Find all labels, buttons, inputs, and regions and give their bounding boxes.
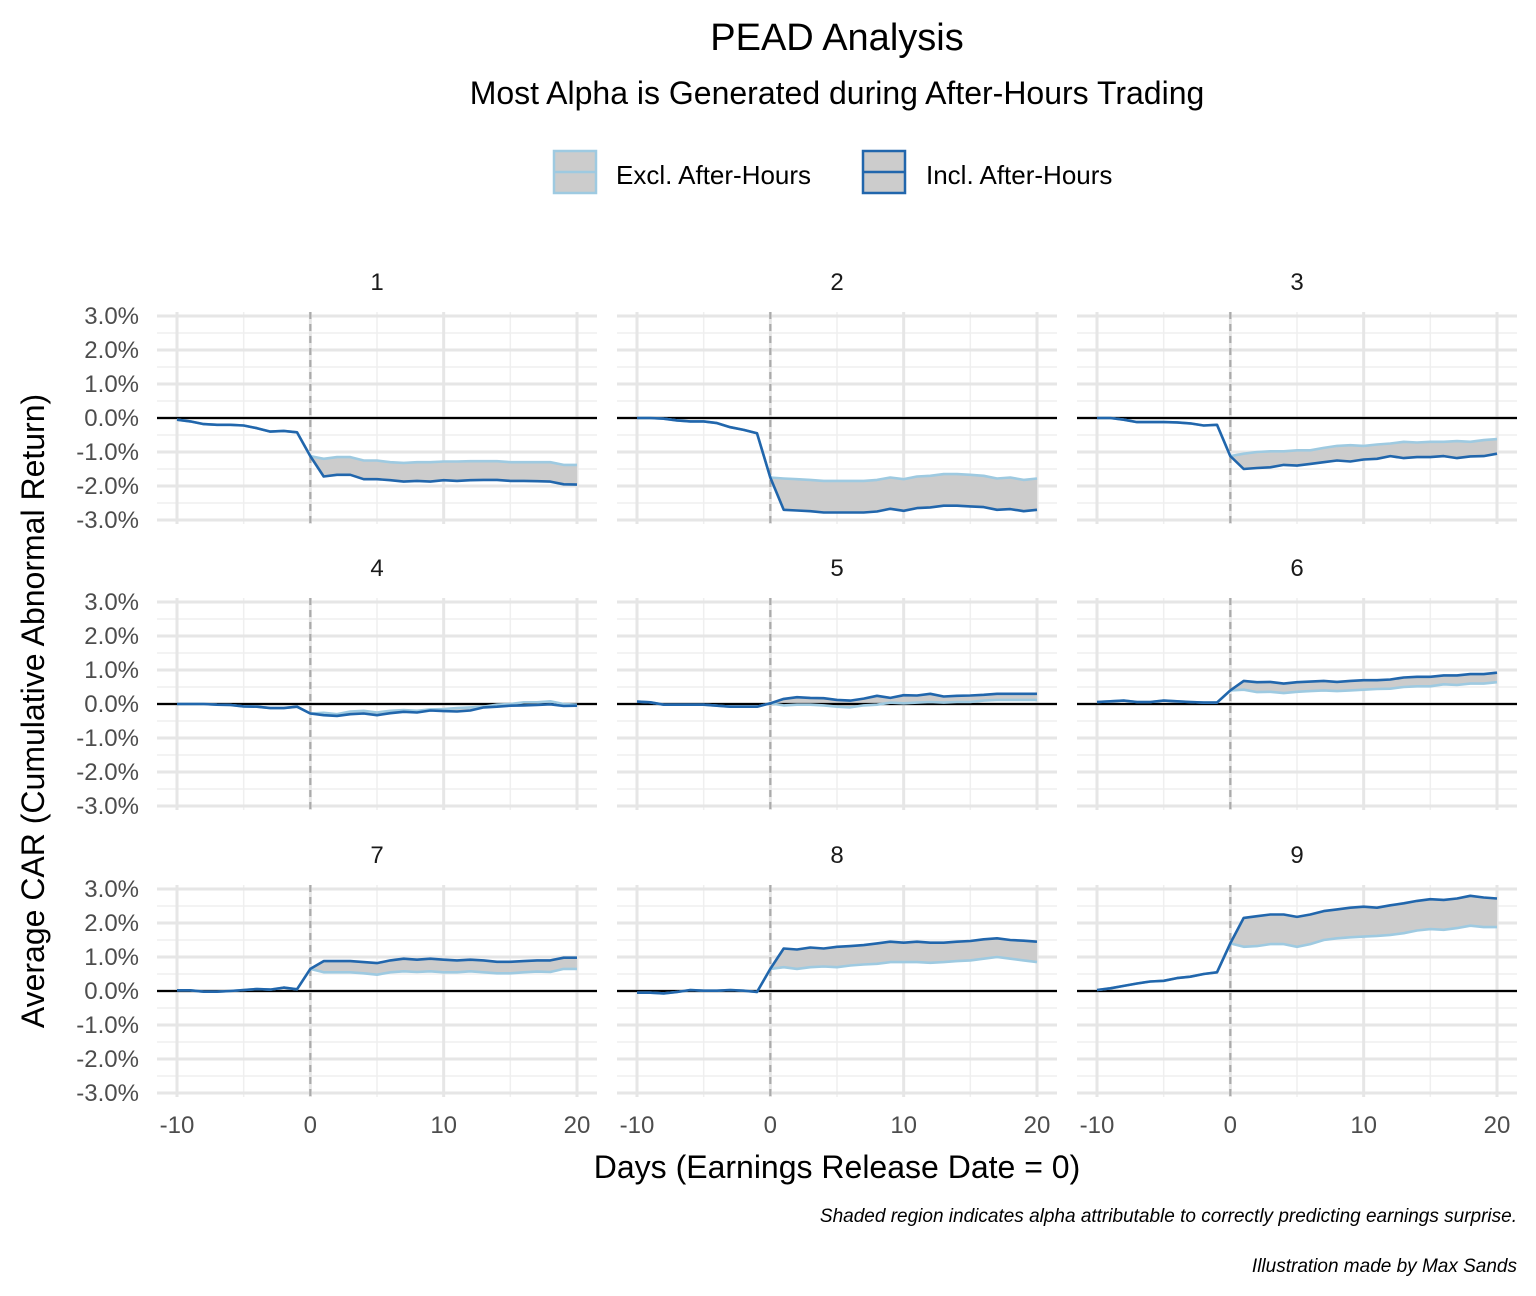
y-tick-label: -3.0% — [76, 507, 139, 534]
facet-strip-label: 5 — [830, 555, 843, 582]
alpha-shaded-region — [637, 938, 1037, 994]
x-tick-label: 20 — [1024, 1112, 1051, 1139]
series-line-incl-after-hours — [1097, 416, 1498, 471]
chart-subtitle: Most Alpha is Generated during After-Hou… — [470, 75, 1205, 111]
series-line-incl-after-hours — [637, 936, 1038, 995]
legend-item-excl: Excl. After-Hours — [552, 149, 811, 195]
legend-label-incl: Incl. After-Hours — [926, 160, 1112, 190]
facet-panel-3: 3 — [1077, 269, 1517, 524]
x-tick-label: -10 — [620, 1112, 655, 1139]
alpha-shaded-region — [637, 418, 1037, 513]
legend-label-excl: Excl. After-Hours — [616, 160, 811, 190]
series-line-incl-after-hours — [637, 416, 1038, 514]
facet-panel-9: 9 -10 0 10 20 — [1077, 842, 1517, 1139]
alpha-shaded-region — [177, 419, 577, 485]
facet-strip-label: 3 — [1290, 269, 1303, 296]
y-tick-label: -2.0% — [76, 759, 139, 786]
y-tick-label: -2.0% — [76, 1046, 139, 1073]
series-line-incl-after-hours — [1096, 671, 1498, 704]
x-tick-label: 0 — [1224, 1112, 1237, 1139]
y-tick-label: 2.0% — [84, 623, 139, 650]
facet-strip-label: 9 — [1290, 842, 1303, 869]
y-tick-label: -1.0% — [76, 439, 139, 466]
facet-panel-8: 8 -10 0 10 20 — [617, 842, 1057, 1139]
caption-credit: Illustration made by Max Sands — [1252, 1256, 1518, 1277]
y-tick-label: 3.0% — [84, 589, 139, 616]
y-tick-label: 2.0% — [84, 337, 139, 364]
x-tick-label: 10 — [1350, 1112, 1377, 1139]
y-tick-label: 1.0% — [84, 371, 139, 398]
alpha-shaded-region — [1097, 895, 1497, 990]
facet-strip-label: 4 — [370, 555, 383, 582]
x-tick-label: 20 — [564, 1112, 591, 1139]
y-axis-title: Average CAR (Cumulative Abnormal Return) — [15, 394, 51, 1028]
y-tick-label: 2.0% — [84, 910, 139, 937]
x-tick-label: -10 — [160, 1112, 195, 1139]
facet-strip-label: 6 — [1290, 555, 1303, 582]
chart-title: PEAD Analysis — [710, 17, 963, 59]
x-tick-label: 10 — [430, 1112, 457, 1139]
facet-strip-label: 7 — [370, 842, 383, 869]
y-tick-label: -3.0% — [76, 793, 139, 820]
facet-panel-1: 1 3.0% 2.0% 1.0% 0.0% -1.0% -2.0% -3.0% — [76, 269, 597, 534]
x-tick-label: -10 — [1080, 1112, 1115, 1139]
legend-item-incl: Incl. After-Hours — [861, 149, 1112, 195]
facet-panel-2: 2 — [617, 269, 1057, 524]
series-line-incl-after-hours — [177, 956, 577, 994]
facet-panel-5: 5 — [617, 555, 1057, 810]
y-tick-label: -1.0% — [76, 725, 139, 752]
y-tick-label: -3.0% — [76, 1080, 139, 1107]
facet-strip-label: 2 — [830, 269, 843, 296]
x-tick-label: 20 — [1484, 1112, 1511, 1139]
y-tick-label: 0.0% — [84, 691, 139, 718]
x-tick-label: 10 — [890, 1112, 917, 1139]
facet-panels: 1 3.0% 2.0% 1.0% 0.0% -1.0% -2.0% -3.0% 2 3 4 3.0% 2… — [76, 269, 1517, 1139]
y-tick-label: -1.0% — [76, 1012, 139, 1039]
series-line-incl-after-hours — [176, 418, 578, 486]
y-tick-label: 0.0% — [84, 405, 139, 432]
facet-strip-label: 1 — [370, 269, 383, 296]
x-tick-label: 0 — [764, 1112, 777, 1139]
x-tick-label: 0 — [304, 1112, 317, 1139]
legend: Excl. After-Hours Incl. After-Hours — [552, 149, 1112, 195]
y-tick-label: 3.0% — [84, 303, 139, 330]
facet-panel-4: 4 3.0% 2.0% 1.0% 0.0% -1.0% -2.0% -3.0% — [76, 555, 597, 820]
series-line-incl-after-hours — [177, 702, 578, 718]
facet-panel-7: 7 3.0% 2.0% 1.0% 0.0% -1.0% -2.0% -3.0% -10 0 10 20 — [76, 842, 597, 1139]
y-tick-label: -2.0% — [76, 473, 139, 500]
series-line-incl-after-hours — [636, 692, 1037, 709]
facet-panel-6: 6 — [1077, 555, 1517, 810]
alpha-shaded-region — [1097, 672, 1497, 703]
y-tick-label: 3.0% — [84, 876, 139, 903]
y-tick-label: 1.0% — [84, 944, 139, 971]
series-line-incl-after-hours — [1096, 894, 1498, 992]
caption-note: Shaded region indicates alpha attributab… — [820, 1206, 1517, 1227]
x-axis-title: Days (Earnings Release Date = 0) — [594, 1149, 1080, 1185]
y-tick-label: 0.0% — [84, 978, 139, 1005]
facet-strip-label: 8 — [830, 842, 843, 869]
y-tick-label: 1.0% — [84, 657, 139, 684]
